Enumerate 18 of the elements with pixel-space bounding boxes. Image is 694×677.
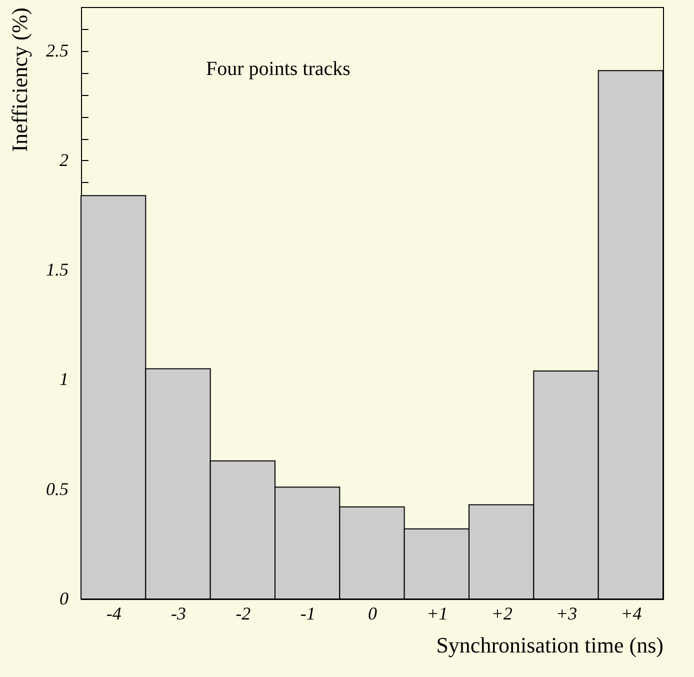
- annotation: Four points tracks: [206, 58, 351, 80]
- x-tick-label: +1: [426, 604, 448, 624]
- x-tick-label: -2: [236, 604, 251, 624]
- x-tick-label: +2: [491, 604, 512, 624]
- x-axis-title: Synchronisation time (ns): [436, 632, 664, 658]
- y-axis-title: Inefficiency (%): [7, 8, 32, 152]
- y-tick-label: 2.5: [46, 40, 68, 60]
- y-tick-label: 1.5: [46, 260, 68, 280]
- x-tick-label: 0: [368, 604, 377, 624]
- x-tick-label: +4: [620, 604, 642, 624]
- x-tick-label: -1: [300, 604, 316, 624]
- y-tick-label: 0: [60, 588, 68, 608]
- x-tick-label: +3: [556, 604, 578, 624]
- x-tick-label: -3: [171, 604, 186, 624]
- y-tick-label: 0.5: [46, 478, 68, 499]
- y-tick-label: 2: [60, 150, 68, 170]
- y-tick-label: 1: [60, 369, 68, 390]
- x-tick-label: -4: [106, 604, 122, 624]
